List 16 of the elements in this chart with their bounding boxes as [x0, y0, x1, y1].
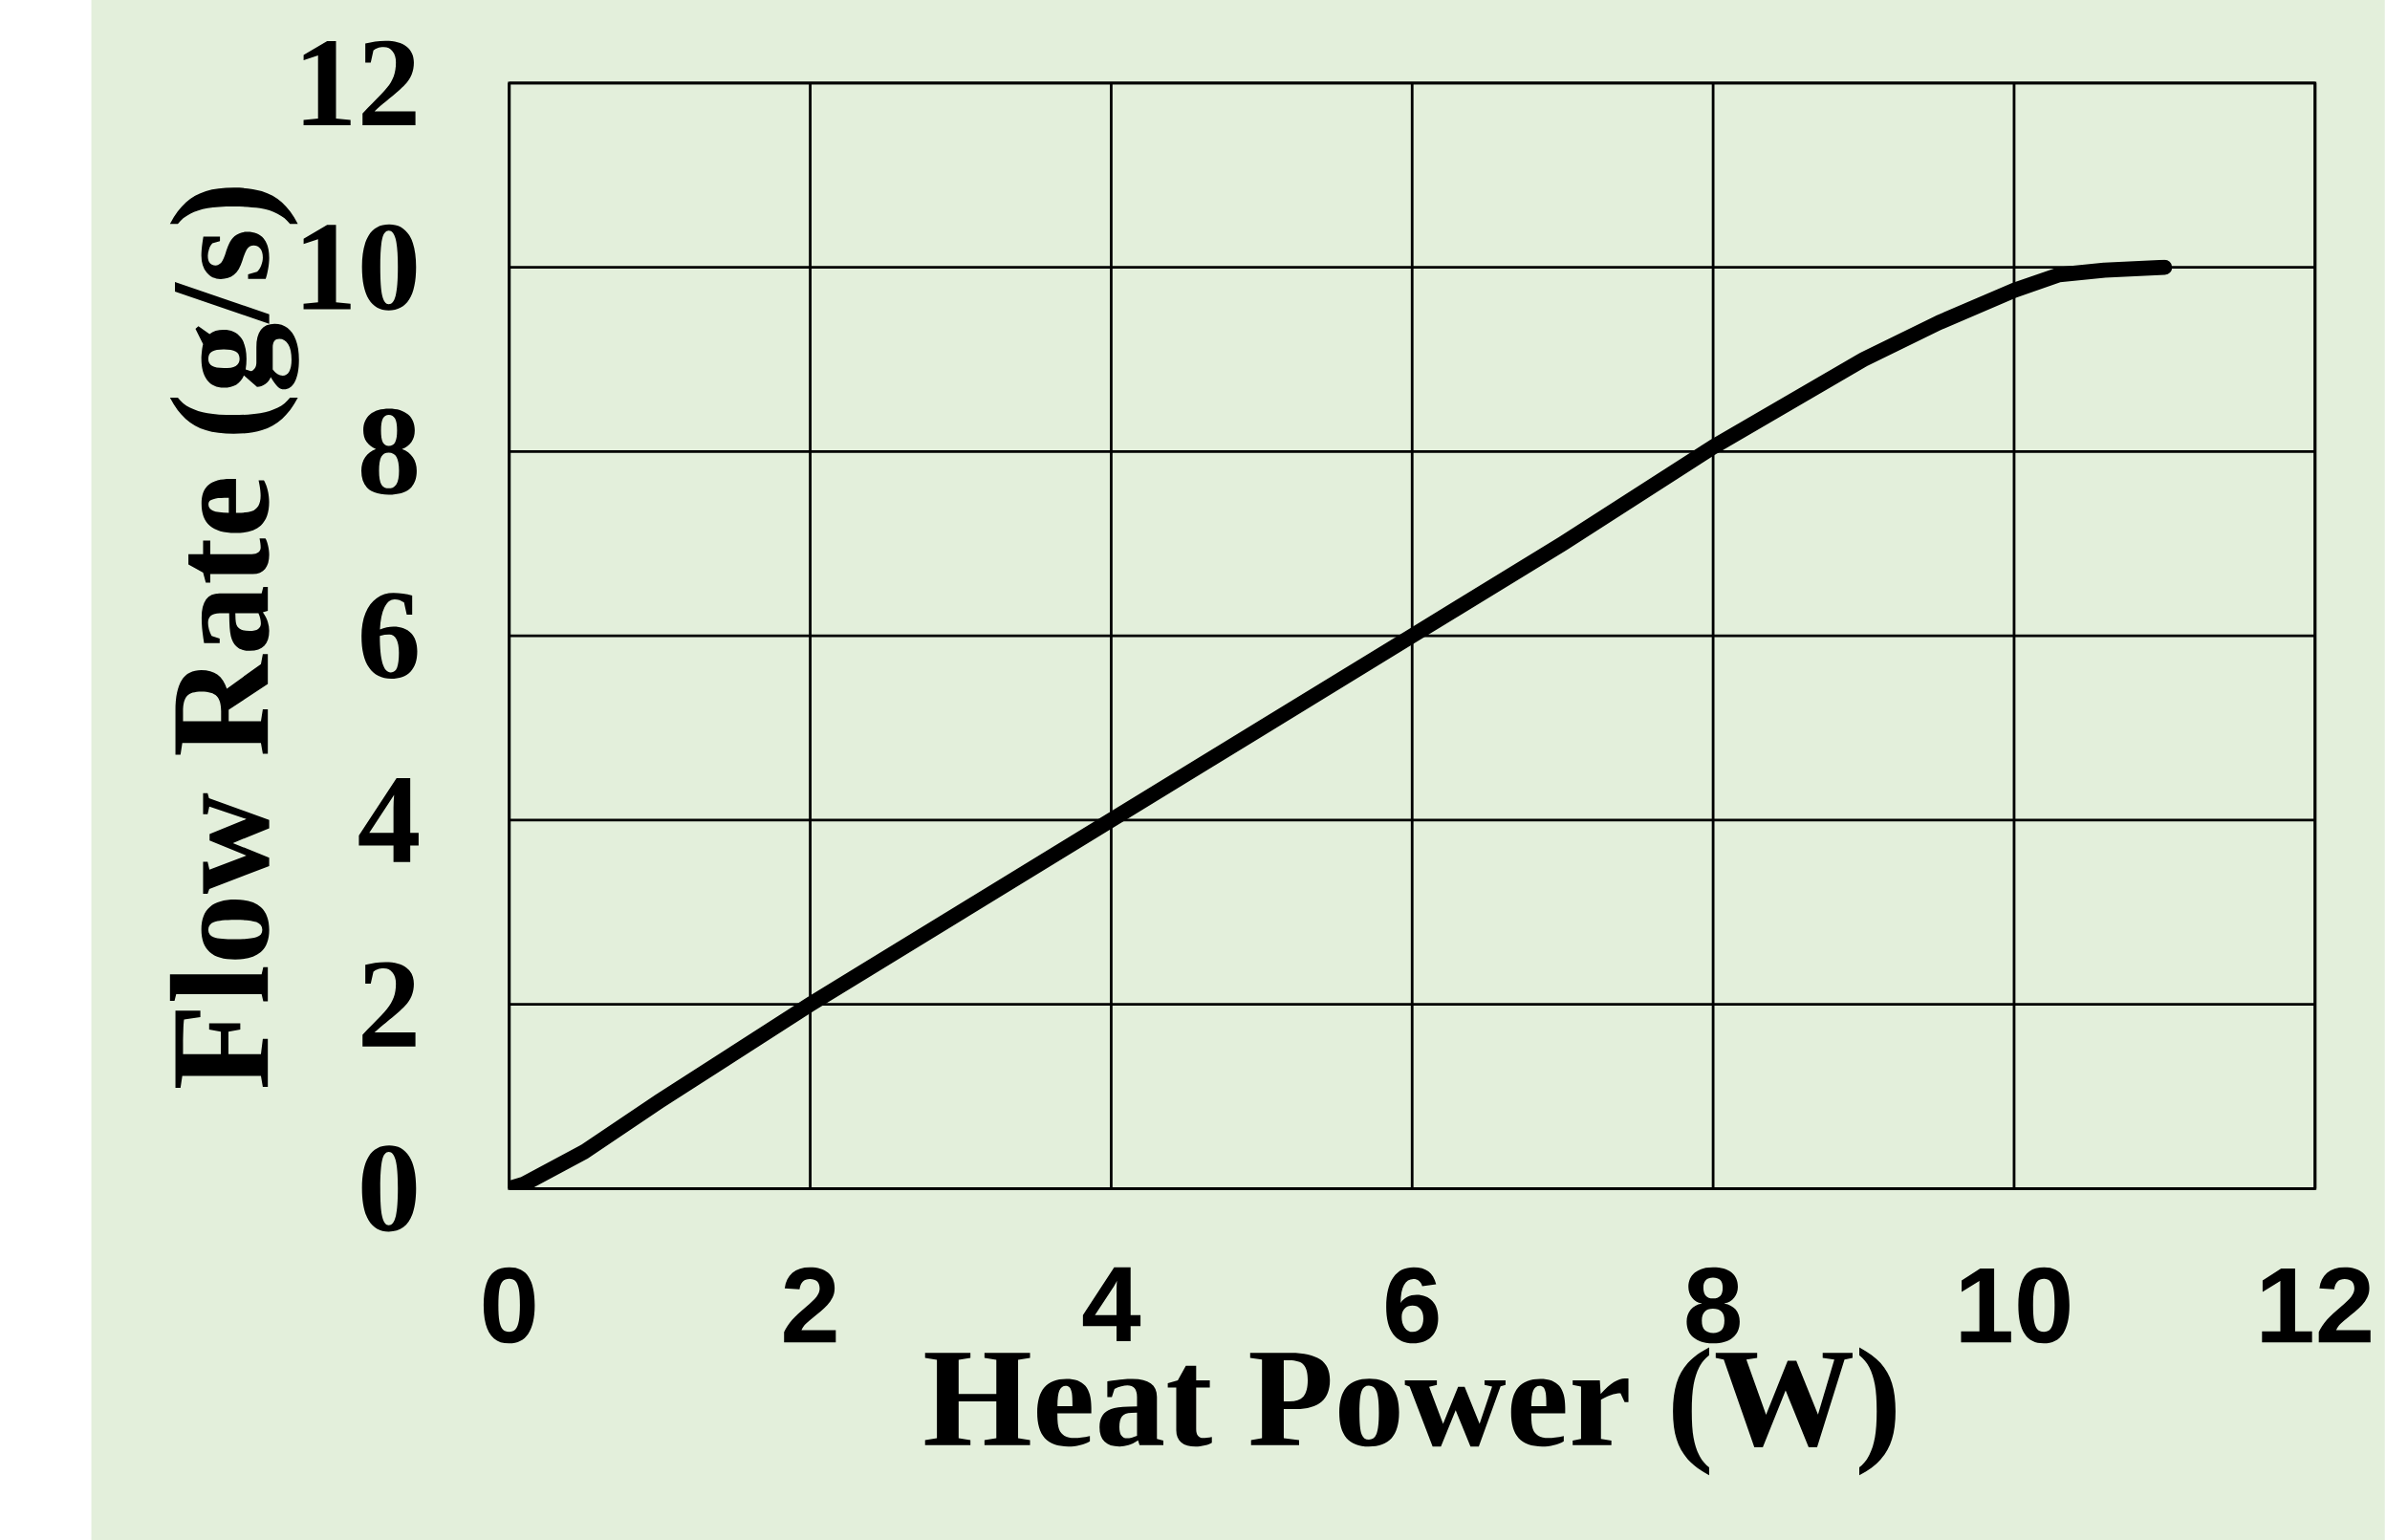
x-tick-label: 8	[1686, 1267, 1740, 1344]
x-tick-label: 4	[1082, 1267, 1141, 1341]
y-tick-label: 2	[362, 962, 416, 1047]
y-tick-label: 12	[303, 40, 416, 126]
y-axis-title: Flow Rate (g/s)	[169, 187, 299, 1088]
y-tick-label: 10	[303, 224, 417, 311]
y-tick-label: 6	[361, 593, 418, 679]
x-axis-title: Heat Power (W)	[924, 1347, 1896, 1476]
x-tick-label: 12	[2262, 1267, 2371, 1343]
x-tick-label: 6	[1386, 1267, 1439, 1344]
y-tick-label: 0	[361, 1145, 417, 1232]
y-tick-label: 4	[358, 777, 419, 862]
y-tick-label: 8	[361, 408, 417, 495]
x-tick-label: 0	[483, 1267, 535, 1344]
x-tick-label: 10	[1961, 1267, 2070, 1344]
x-tick-label: 2	[784, 1267, 836, 1343]
